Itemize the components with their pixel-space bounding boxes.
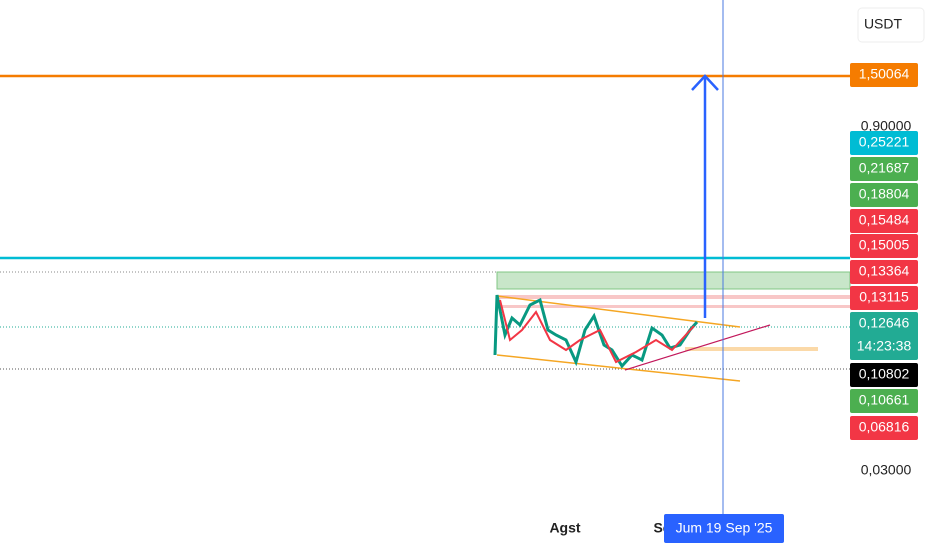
price-label-box [850,286,918,310]
price-label: 0,10661 [859,392,910,408]
zone-band [685,347,818,351]
countdown: 14:23:38 [857,338,912,354]
crosshair-date-box [664,514,784,543]
price-action [493,294,699,369]
price-label-box [850,63,918,87]
axis-tick: 0,03000 [861,462,912,478]
price-label-box [850,131,918,155]
price-label-box [850,183,918,207]
price-label: 0,13115 [859,289,909,305]
arrow-head [691,74,719,91]
price-label-box [850,389,918,413]
trend-line [624,324,771,371]
price-label: 0,18804 [859,186,910,202]
price-label: 0,12646 [859,315,910,331]
price-label-box [850,312,918,360]
price-label: 0,25221 [859,134,910,150]
price-label: 0,15484 [859,212,910,228]
price-label: 0,10802 [859,366,910,382]
price-label-box [850,234,918,258]
price-action [499,299,695,364]
currency-label: USDT [864,16,903,32]
price-label: 1,50064 [859,66,910,82]
zone-band [497,295,850,299]
price-label-box [850,416,918,440]
time-label: Agst [549,520,580,536]
crosshair-date: Jum 19 Sep '25 [676,520,773,536]
price-label-box [850,260,918,284]
price-label: 0,21687 [859,160,910,176]
price-label: 0,13364 [859,263,910,279]
price-label-box [850,157,918,181]
price-label-box [850,209,918,233]
trend-line [496,354,741,382]
zone-box [496,271,851,290]
price-label-box [850,363,918,387]
price-label: 0,06816 [859,419,910,435]
zone-band [497,305,850,308]
axis-tick: 0,90000 [861,118,912,134]
price-label: 0,15005 [859,237,910,253]
currency-box[interactable] [857,7,925,43]
